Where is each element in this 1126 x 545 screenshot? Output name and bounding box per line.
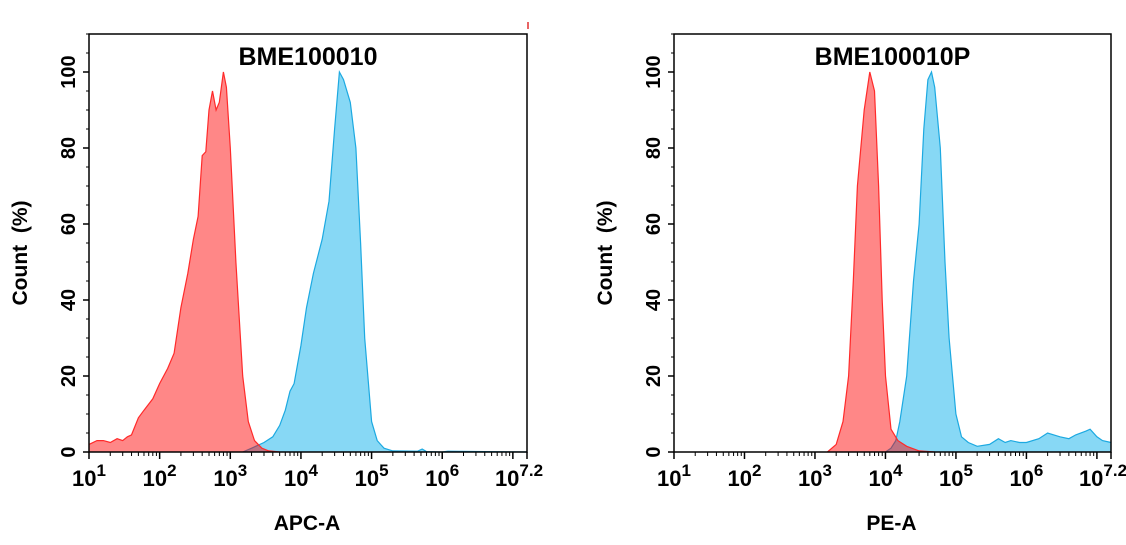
x-tick-label: 104	[868, 461, 902, 491]
control-histogram-area	[89, 72, 280, 452]
x-tick-base: 10	[1079, 466, 1103, 491]
x-tick-label: 105	[939, 461, 973, 491]
y-tick-label: 0	[58, 446, 80, 457]
x-tick-label: 101	[72, 461, 106, 491]
x-tick-base: 10	[657, 466, 681, 491]
y-tick-label: 100	[58, 55, 80, 88]
x-tick-label: 106	[425, 461, 459, 491]
y-tick-label: 100	[643, 55, 665, 88]
x-tick-base: 10	[1009, 466, 1033, 491]
x-tick-base: 10	[425, 466, 449, 491]
sample-histogram-area	[885, 72, 1111, 452]
control-histogram-line	[827, 71, 935, 453]
x-tick-base: 10	[728, 466, 752, 491]
x-tick-label: 104	[284, 461, 318, 491]
x-tick-base: 10	[72, 466, 96, 491]
x-tick-exponent: 3	[238, 461, 247, 480]
y-axis-label: Count (%)	[9, 201, 32, 306]
y-tick-label: 20	[643, 365, 665, 387]
sample-histogram-area	[242, 72, 527, 452]
x-tick-label: 102	[143, 461, 177, 491]
x-axis-label: PE-A	[866, 512, 916, 535]
chart-title: BME100010	[239, 43, 378, 71]
x-tick-base: 10	[284, 466, 308, 491]
y-tick-label: 80	[643, 137, 665, 159]
x-tick-label: 101	[657, 461, 691, 491]
y-tick-label: 60	[643, 213, 665, 235]
y-tick-label: 60	[58, 213, 80, 235]
x-tick-exponent: 3	[822, 461, 831, 480]
x-axis-label: APC-A	[274, 512, 341, 535]
x-tick-base: 10	[495, 466, 519, 491]
x-tick-base: 10	[143, 466, 167, 491]
x-tick-label: 105	[355, 461, 389, 491]
x-tick-exponent: 5	[963, 461, 972, 480]
x-tick-label: 106	[1009, 461, 1043, 491]
x-tick-label: 102	[728, 461, 762, 491]
x-tick-label: 103	[798, 461, 832, 491]
sample-histogram-line	[885, 70, 1112, 453]
x-tick-exponent: 2	[752, 461, 761, 480]
x-tick-exponent: 4	[308, 461, 318, 480]
x-tick-base: 10	[355, 466, 379, 491]
x-tick-exponent: 7.2	[1103, 461, 1126, 480]
chart-title: BME100010P	[815, 43, 971, 71]
y-axis-label: Count (%)	[594, 201, 617, 306]
x-tick-exponent: 1	[97, 461, 106, 480]
x-tick-exponent: 5	[379, 461, 388, 480]
x-tick-base: 10	[213, 466, 237, 491]
plot-frame	[673, 33, 1112, 453]
x-tick-exponent: 6	[450, 461, 459, 480]
y-tick-label: 80	[58, 137, 80, 159]
y-tick-label: 40	[58, 289, 80, 311]
control-histogram-area	[827, 72, 935, 452]
x-tick-base: 10	[868, 466, 892, 491]
y-tick-label: 40	[643, 289, 665, 311]
x-tick-label: 103	[213, 461, 247, 491]
x-tick-exponent: 2	[167, 461, 176, 480]
y-tick-label: 20	[58, 365, 80, 387]
control-histogram-line	[88, 71, 280, 453]
x-tick-base: 10	[939, 466, 963, 491]
x-tick-exponent: 4	[893, 461, 903, 480]
y-tick-label: 0	[643, 446, 665, 457]
x-tick-exponent: 1	[682, 461, 691, 480]
x-tick-exponent: 6	[1034, 461, 1043, 480]
x-tick-label: 107.2	[495, 461, 543, 491]
x-tick-base: 10	[798, 466, 822, 491]
x-tick-exponent: 7.2	[519, 461, 543, 480]
sample-histogram-line	[242, 69, 528, 453]
x-tick-label: 107.2	[1079, 461, 1126, 491]
